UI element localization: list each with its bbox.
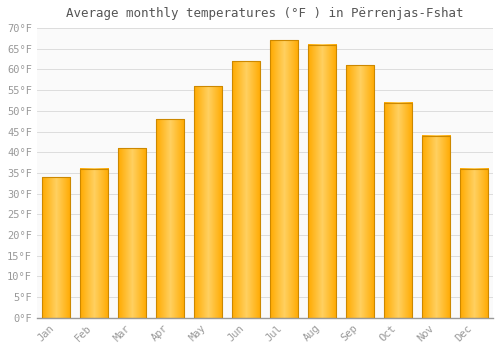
Bar [80,169,108,318]
Bar [156,119,184,318]
Bar [384,103,412,318]
Bar [42,177,70,318]
Bar [194,86,222,318]
Title: Average monthly temperatures (°F ) in Përrenjas-Fshat: Average monthly temperatures (°F ) in Pë… [66,7,464,20]
Bar [346,65,374,318]
Bar [308,44,336,318]
Bar [422,136,450,318]
Bar [270,41,298,318]
Bar [460,169,488,318]
Bar [232,61,260,318]
Bar [118,148,146,318]
